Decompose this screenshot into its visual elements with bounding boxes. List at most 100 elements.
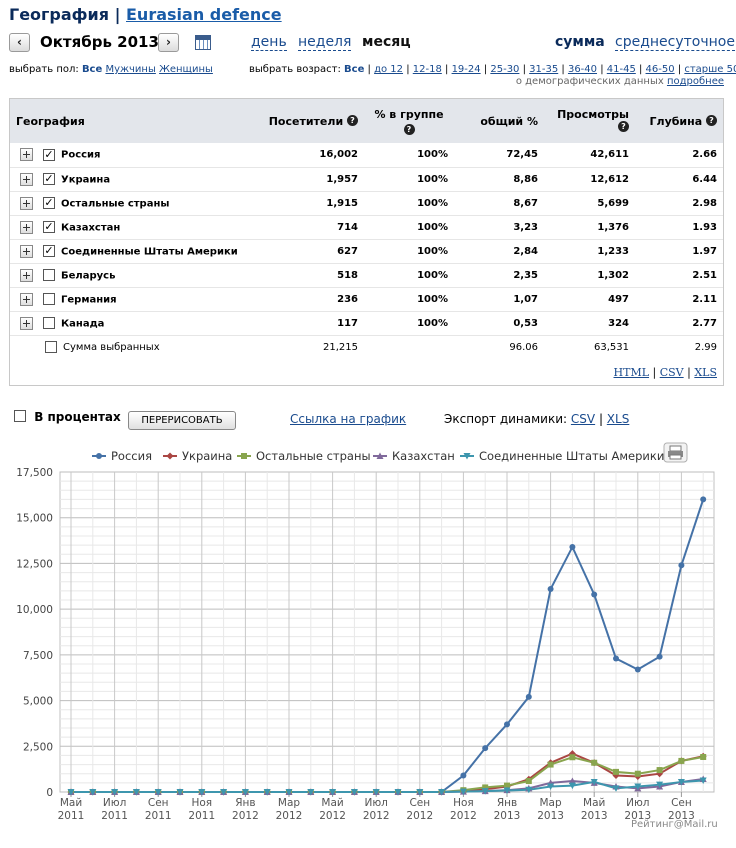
series-line xyxy=(71,779,704,793)
help-icon[interactable]: ? xyxy=(618,121,629,132)
data-point xyxy=(504,721,510,728)
print-icon[interactable] xyxy=(663,442,688,463)
data-point xyxy=(438,789,446,796)
expand-icon[interactable] xyxy=(20,292,33,306)
column-header-depth[interactable]: Глубина ? xyxy=(635,99,723,143)
percent-checkbox[interactable] xyxy=(14,410,26,422)
data-point xyxy=(482,745,489,752)
period-week[interactable]: неделя xyxy=(298,34,352,51)
expand-icon[interactable] xyxy=(20,148,33,162)
watermark: Рейтинг@Mail.ru xyxy=(631,819,718,830)
calendar-icon[interactable] xyxy=(195,35,211,50)
depth-cell: 2.77 xyxy=(692,317,717,329)
group-pct-cell: 100% xyxy=(417,245,448,257)
help-icon[interactable]: ? xyxy=(706,114,717,126)
column-header-total-pct[interactable]: общий % xyxy=(480,114,538,128)
row-checkbox[interactable]: ✓ xyxy=(43,172,55,185)
chart-export-csv[interactable]: CSV xyxy=(570,412,596,426)
x-tick-label: 2011 xyxy=(101,810,128,822)
data-point xyxy=(634,666,641,673)
expand-icon[interactable] xyxy=(20,244,33,258)
export-xls-link[interactable]: XLS xyxy=(694,366,717,379)
row-checkbox[interactable] xyxy=(43,293,55,305)
age-option[interactable]: 25-30 xyxy=(490,64,520,75)
chart-export-label: Экспорт динамики: xyxy=(444,412,568,426)
mode-daily-average[interactable]: среднесуточное xyxy=(615,34,735,51)
visitors-cell: 236 xyxy=(337,293,358,305)
table-row: ✓ Россия 16,002 100% 72,45 42,611 2.66 xyxy=(10,143,723,167)
export-html-link[interactable]: HTML xyxy=(613,366,650,379)
gender-male[interactable]: Мужчины xyxy=(105,64,156,75)
group-pct-cell: 100% xyxy=(417,173,448,185)
data-point xyxy=(547,761,554,768)
data-point xyxy=(67,789,75,796)
age-all[interactable]: Все xyxy=(344,64,365,75)
percent-toggle[interactable]: В процентах xyxy=(14,410,121,424)
depth-cell: 2.51 xyxy=(692,269,717,281)
expand-icon[interactable] xyxy=(20,196,33,210)
help-icon[interactable]: ? xyxy=(403,123,415,135)
age-option[interactable]: 36-40 xyxy=(567,64,598,75)
period-day[interactable]: день xyxy=(251,34,287,51)
column-header-geography[interactable]: География xyxy=(16,114,85,128)
row-checkbox[interactable]: ✓ xyxy=(43,244,55,257)
age-option[interactable]: 41-45 xyxy=(606,64,636,75)
table-row: ✓ Соединенные Штаты Америки 627 100% 2,84 1,2… xyxy=(10,239,723,263)
row-checkbox[interactable] xyxy=(43,269,55,281)
row-checkbox[interactable]: ✓ xyxy=(43,196,55,209)
mode-sum[interactable]: сумма xyxy=(555,34,605,50)
chart-export-xls[interactable]: XLS xyxy=(606,412,630,426)
x-tick-label: Май xyxy=(321,797,343,809)
expand-icon[interactable] xyxy=(20,316,33,330)
data-point xyxy=(376,452,384,459)
expand-icon[interactable] xyxy=(20,172,33,186)
table-export-links: HTML | CSV | XLS xyxy=(613,366,717,379)
sum-visitors-cell: 21,215 xyxy=(323,341,358,353)
visitors-cell: 1,957 xyxy=(326,173,358,185)
age-option[interactable]: 31-35 xyxy=(529,64,559,75)
export-csv-link[interactable]: CSV xyxy=(659,366,684,379)
row-checkbox[interactable]: ✓ xyxy=(43,147,55,161)
table-row: ✓ Украина 1,957 100% 8,86 12,612 6.44 xyxy=(10,167,723,191)
prev-month-button[interactable]: ‹ xyxy=(9,33,30,52)
data-point xyxy=(547,783,555,791)
next-month-button[interactable]: › xyxy=(158,33,179,52)
age-option[interactable]: до 12 xyxy=(374,64,404,75)
column-header-visitors[interactable]: Посетители ? xyxy=(248,99,364,143)
title-prefix: География | xyxy=(9,5,121,24)
gender-all[interactable]: Все xyxy=(81,64,103,75)
sum-group-pct-cell xyxy=(364,335,454,359)
data-point xyxy=(525,778,532,785)
column-header-views[interactable]: Просмотры ? xyxy=(557,108,629,132)
geography-cell: Германия xyxy=(10,287,248,311)
data-point xyxy=(307,789,315,796)
age-option[interactable]: 12-18 xyxy=(412,64,442,75)
visitors-cell: 714 xyxy=(337,221,358,233)
group-pct-cell: 100% xyxy=(417,197,448,209)
depth-cell: 1.93 xyxy=(692,221,717,233)
period-month[interactable]: месяц xyxy=(362,34,411,50)
help-icon[interactable]: ? xyxy=(347,114,358,126)
data-point xyxy=(700,753,707,760)
chart-link[interactable]: Ссылка на график xyxy=(290,412,407,426)
row-checkbox[interactable]: ✓ xyxy=(43,220,55,233)
age-option[interactable]: 19-24 xyxy=(451,64,481,75)
expand-icon[interactable] xyxy=(20,268,33,282)
redraw-button[interactable]: ПЕРЕРИСОВАТЬ xyxy=(128,411,236,430)
age-option[interactable]: 46-50 xyxy=(645,64,675,75)
column-header-group-pct[interactable]: % в группе? xyxy=(374,107,444,135)
age-option[interactable]: старше 50 xyxy=(684,64,736,75)
data-point xyxy=(613,768,619,775)
sum-row: Сумма выбранных 21,215 96.06 63,531 2.99 xyxy=(10,335,723,359)
gender-female[interactable]: Женщины xyxy=(159,64,213,75)
site-name-link[interactable]: Eurasian defence xyxy=(126,5,282,24)
demographics-more-link[interactable]: подробнее xyxy=(666,76,724,87)
data-point xyxy=(263,789,271,796)
x-tick-label: Мар xyxy=(278,797,300,809)
data-point xyxy=(372,789,380,796)
sum-checkbox[interactable] xyxy=(45,341,57,354)
expand-icon[interactable] xyxy=(20,220,33,234)
data-point xyxy=(656,767,663,774)
row-checkbox[interactable] xyxy=(43,317,55,329)
y-tick-label: 12,500 xyxy=(16,558,53,570)
